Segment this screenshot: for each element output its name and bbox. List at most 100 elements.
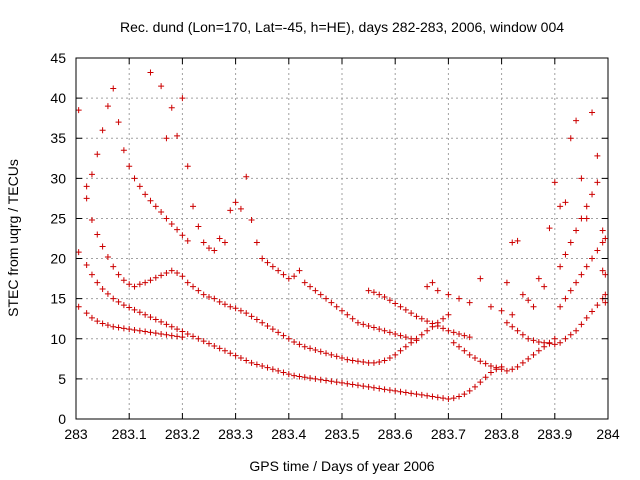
data-point — [573, 327, 580, 334]
data-point — [301, 374, 308, 381]
data-point — [509, 323, 516, 330]
data-point — [328, 299, 335, 306]
data-point — [264, 259, 271, 266]
data-point — [381, 386, 388, 393]
data-point — [200, 291, 207, 298]
data-point — [402, 389, 409, 396]
data-point — [296, 373, 303, 380]
data-point — [75, 303, 82, 310]
data-point — [126, 304, 133, 311]
data-point — [360, 359, 367, 366]
data-point — [525, 297, 532, 304]
data-point — [397, 332, 404, 339]
data-point — [602, 291, 609, 298]
data-point — [493, 364, 500, 371]
data-point — [445, 395, 452, 402]
data-point — [562, 199, 569, 206]
x-tick-label: 283.2 — [165, 426, 200, 442]
data-point — [445, 327, 452, 334]
data-point — [195, 287, 202, 294]
data-point — [328, 378, 335, 385]
data-point — [323, 295, 330, 302]
data-point — [573, 117, 580, 124]
data-point — [445, 311, 452, 318]
data-point — [482, 374, 489, 381]
data-point — [434, 394, 441, 401]
data-point — [370, 384, 377, 391]
data-point — [599, 227, 606, 234]
data-point — [280, 369, 287, 376]
data-point — [392, 300, 399, 307]
data-point — [557, 303, 564, 310]
data-point — [216, 345, 223, 352]
data-point — [429, 393, 436, 400]
data-point — [99, 127, 106, 134]
data-point — [386, 387, 393, 394]
data-point — [158, 318, 165, 325]
data-point — [94, 151, 101, 158]
data-point — [434, 322, 441, 329]
data-point — [602, 271, 609, 278]
data-point — [216, 298, 223, 305]
data-point — [142, 191, 149, 198]
data-point — [408, 390, 415, 397]
data-point — [237, 205, 244, 212]
data-point — [466, 351, 473, 358]
data-point — [429, 320, 436, 327]
data-point — [264, 322, 271, 329]
data-point — [360, 321, 367, 328]
data-point — [248, 313, 255, 320]
data-point — [578, 175, 585, 182]
data-point — [206, 340, 212, 347]
data-point — [562, 295, 569, 302]
data-point — [578, 321, 585, 328]
y-tick-label: 40 — [50, 90, 66, 106]
data-point — [562, 335, 569, 342]
data-point — [546, 340, 553, 347]
data-point — [589, 308, 596, 315]
data-point — [583, 263, 590, 270]
data-point — [365, 287, 372, 294]
y-tick-label: 5 — [58, 371, 66, 387]
data-point — [126, 326, 133, 333]
data-point — [573, 279, 580, 286]
data-point — [190, 203, 197, 210]
data-point — [275, 329, 282, 336]
data-point — [83, 183, 90, 190]
data-point — [599, 267, 606, 274]
data-point — [589, 191, 596, 198]
data-point — [450, 395, 457, 402]
data-point — [562, 251, 569, 258]
data-point — [163, 135, 170, 142]
data-point — [104, 253, 111, 260]
data-point — [285, 275, 292, 282]
data-point — [386, 355, 393, 362]
data-point — [99, 320, 106, 327]
data-point — [104, 322, 111, 329]
data-point — [589, 255, 596, 262]
data-point — [163, 331, 170, 338]
data-point — [174, 333, 181, 340]
data-point — [418, 315, 425, 322]
data-point — [461, 391, 468, 398]
data-point — [195, 335, 202, 342]
data-point — [339, 355, 345, 362]
data-point — [392, 351, 399, 358]
data-point — [131, 306, 138, 313]
data-point — [168, 104, 175, 111]
data-point — [248, 217, 255, 224]
data-point — [535, 347, 542, 354]
data-point — [206, 245, 212, 252]
data-point — [147, 197, 154, 204]
data-point — [190, 333, 197, 340]
data-point — [126, 281, 133, 288]
y-tick-label: 35 — [50, 130, 66, 146]
data-point — [424, 318, 431, 325]
data-point — [317, 348, 324, 355]
data-point — [216, 235, 223, 242]
data-point — [99, 243, 106, 250]
data-point — [296, 341, 303, 348]
data-point — [285, 335, 292, 342]
data-point — [376, 359, 383, 366]
